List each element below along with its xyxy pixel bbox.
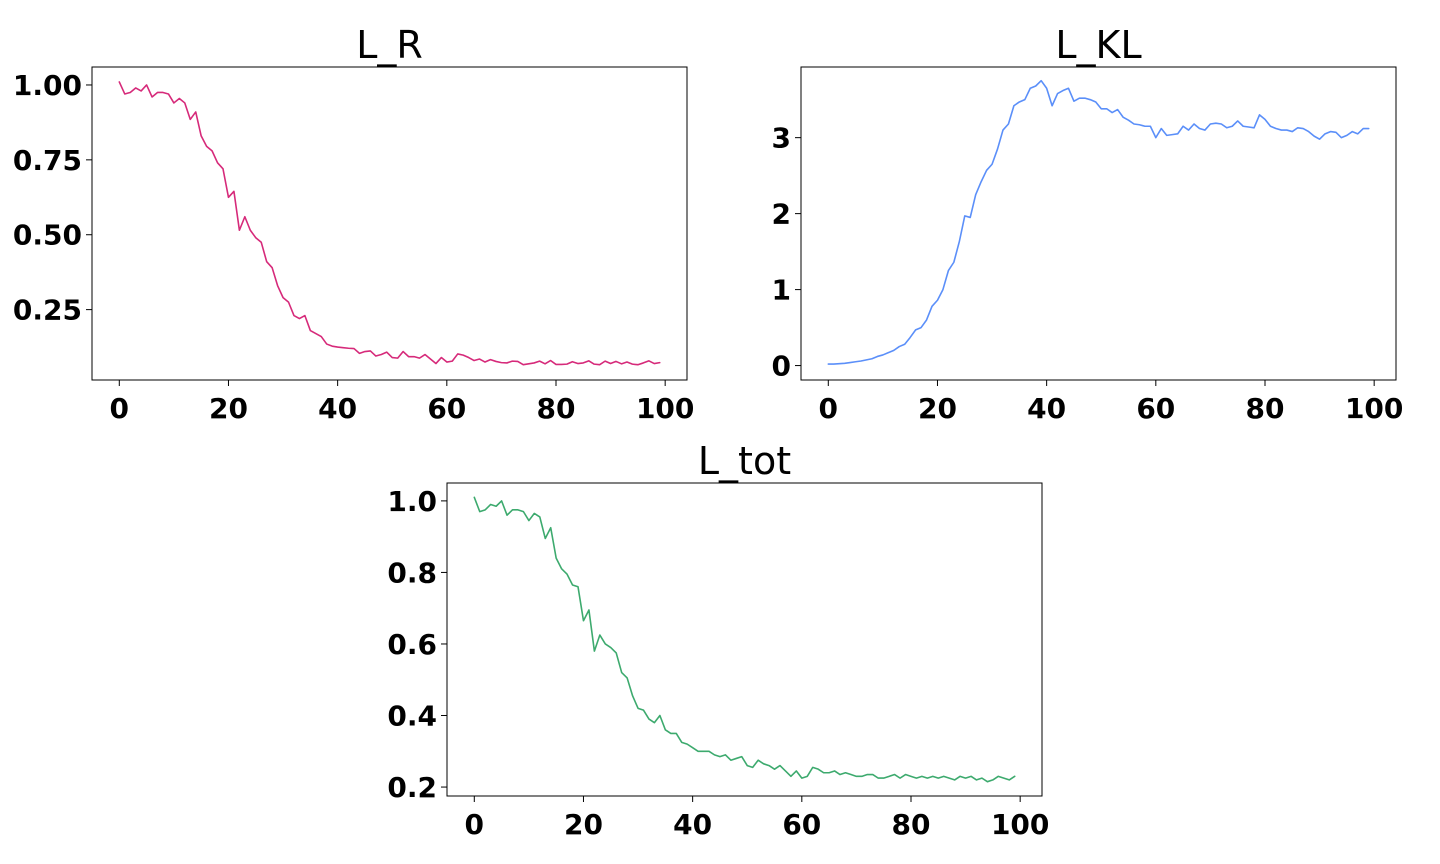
chart-title: L_tot: [698, 439, 791, 483]
x-tick-label: 80: [537, 392, 576, 425]
axes-frame: [446, 482, 1043, 797]
plot-area: 0 20 40 60 80 100 0.2 0.4 0.6 0.8 1.0: [387, 485, 1049, 841]
y-tick-label: 0.2: [387, 771, 437, 804]
y-tick-label: 0.25: [13, 294, 82, 327]
y-tick-label: 1.00: [13, 69, 82, 102]
x-tick-label: 40: [1027, 392, 1066, 425]
series-line: [118, 81, 661, 366]
axes-frame: [800, 66, 1397, 381]
x-tick-label: 40: [318, 392, 357, 425]
x-tick-label: 20: [564, 808, 603, 841]
x-tick-label: 100: [636, 392, 694, 425]
y-tick-label: 3: [772, 122, 791, 155]
x-tick-label: 0: [465, 808, 484, 841]
y-tick-label: 0.4: [387, 700, 437, 733]
plot-area: 0 20 40 60 80 100 0.25 0.50 0.75 1.00: [13, 69, 694, 425]
x-tick-label: 20: [209, 392, 248, 425]
series-line: [473, 496, 1016, 783]
x-tick-label: 80: [892, 808, 931, 841]
chart-title: L_KL: [1055, 23, 1141, 67]
axes-frame: [91, 66, 688, 381]
y-tick-label: 0.75: [13, 144, 82, 177]
x-tick-label: 60: [782, 808, 821, 841]
x-tick-label: 20: [918, 392, 957, 425]
plot-area: 0 20 40 60 80 100 0 1 2 3: [772, 79, 1403, 425]
x-tick-label: 40: [673, 808, 712, 841]
y-tick-label: 0.8: [387, 556, 437, 589]
chart-l-tot: L_tot 0 20 40 60 80 100 0.2 0.4 0.6 0.8 1.0: [387, 439, 1049, 841]
y-tick-label: 0.50: [13, 219, 82, 252]
y-tick-label: 0.6: [387, 628, 437, 661]
y-tick-label: 2: [772, 198, 791, 231]
y-tick-label: 1: [772, 274, 791, 307]
chart-l-r: L_R 0 20 40 60 80 100 0.25 0.50 0.75 1.00: [13, 23, 694, 425]
x-tick-label: 100: [1345, 392, 1403, 425]
chart-title: L_R: [356, 23, 423, 67]
x-tick-label: 100: [991, 808, 1049, 841]
x-tick-label: 60: [1136, 392, 1175, 425]
y-tick-label: 0: [772, 350, 791, 383]
x-tick-label: 60: [427, 392, 466, 425]
y-tick-label: 1.0: [387, 485, 437, 518]
x-tick-label: 80: [1246, 392, 1285, 425]
series-line: [827, 79, 1370, 365]
chart-l-kl: L_KL 0 20 40 60 80 100 0 1 2 3: [772, 23, 1404, 425]
x-tick-label: 0: [819, 392, 838, 425]
x-tick-label: 0: [110, 392, 129, 425]
